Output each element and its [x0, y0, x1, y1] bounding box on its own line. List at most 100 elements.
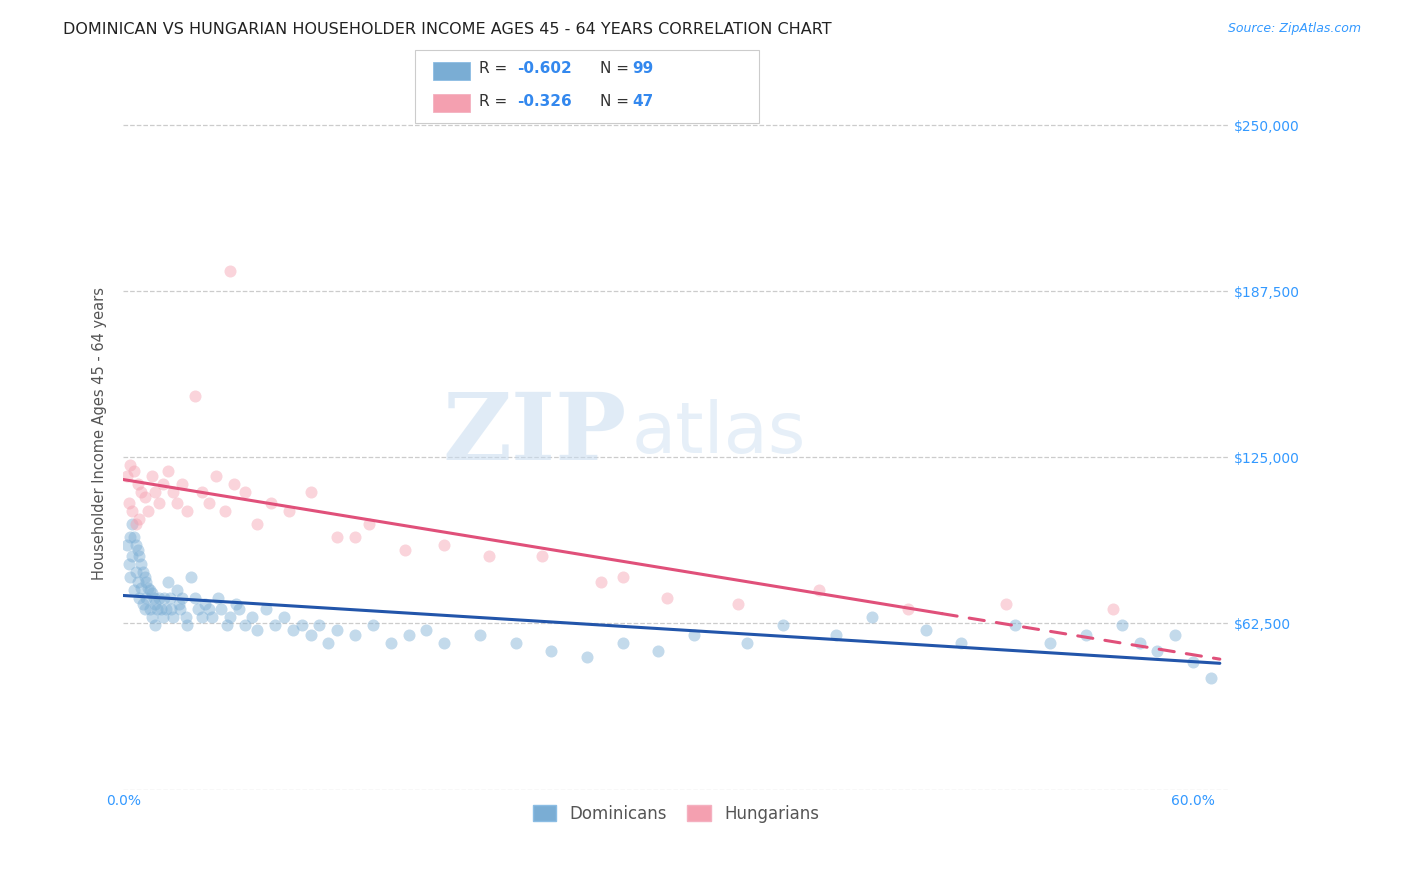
Point: [198, 495, 221, 509]
Point: [115, 538, 138, 552]
Point: [215, 617, 238, 632]
Text: R =: R =: [479, 62, 513, 77]
Point: [149, 602, 172, 616]
Point: [145, 617, 167, 632]
Text: -0.326: -0.326: [517, 94, 572, 109]
Point: [1182, 655, 1205, 669]
Text: -0.602: -0.602: [517, 62, 572, 77]
Point: [136, 581, 159, 595]
Point: [540, 644, 562, 658]
Point: [139, 602, 162, 616]
Point: [1129, 636, 1152, 650]
Point: [166, 495, 188, 509]
Point: [1004, 617, 1026, 632]
Legend: Dominicans, Hungarians: Dominicans, Hungarians: [526, 798, 825, 830]
Point: [591, 575, 613, 590]
Point: [1146, 644, 1168, 658]
Point: [612, 636, 634, 650]
Point: [134, 602, 156, 616]
Point: [219, 264, 242, 278]
Text: DOMINICAN VS HUNGARIAN HOUSEHOLDER INCOME AGES 45 - 64 YEARS CORRELATION CHART: DOMINICAN VS HUNGARIAN HOUSEHOLDER INCOM…: [63, 22, 832, 37]
Point: [134, 570, 156, 584]
Point: [120, 530, 142, 544]
Point: [198, 602, 221, 616]
Point: [166, 583, 188, 598]
Point: [994, 597, 1017, 611]
Point: [118, 557, 141, 571]
Point: [152, 477, 174, 491]
Point: [380, 636, 402, 650]
Point: [120, 458, 142, 473]
Point: [1039, 636, 1062, 650]
Point: [127, 477, 149, 491]
Point: [129, 485, 152, 500]
Point: [772, 617, 794, 632]
Point: [478, 549, 501, 563]
Point: [139, 583, 162, 598]
Point: [326, 530, 349, 544]
Point: [575, 649, 598, 664]
Point: [155, 602, 177, 616]
Point: [361, 617, 384, 632]
Point: [433, 538, 456, 552]
Point: [263, 617, 285, 632]
Text: ZIP: ZIP: [441, 389, 626, 478]
Point: [1199, 671, 1222, 685]
Point: [950, 636, 973, 650]
Point: [141, 610, 163, 624]
Text: R =: R =: [479, 94, 513, 109]
Point: [225, 597, 247, 611]
Point: [141, 586, 163, 600]
Point: [291, 617, 314, 632]
Point: [159, 591, 181, 606]
Point: [415, 623, 437, 637]
Text: N =: N =: [600, 62, 634, 77]
Point: [344, 530, 367, 544]
Point: [209, 602, 232, 616]
Point: [121, 503, 143, 517]
Point: [254, 602, 277, 616]
Point: [153, 591, 176, 606]
Point: [180, 570, 202, 584]
Point: [127, 543, 149, 558]
Point: [278, 503, 301, 517]
Point: [655, 591, 678, 606]
Point: [135, 575, 157, 590]
Point: [136, 503, 159, 517]
Point: [156, 575, 179, 590]
Point: [326, 623, 349, 637]
Point: [299, 485, 322, 500]
Point: [122, 583, 145, 598]
Point: [132, 565, 155, 579]
Point: [647, 644, 669, 658]
Point: [134, 490, 156, 504]
Point: [148, 495, 170, 509]
Point: [807, 583, 830, 598]
Point: [682, 628, 704, 642]
Point: [141, 469, 163, 483]
Point: [308, 617, 330, 632]
Point: [860, 610, 883, 624]
Point: [156, 464, 179, 478]
Point: [122, 530, 145, 544]
Point: [162, 610, 184, 624]
Point: [167, 597, 190, 611]
Point: [174, 610, 197, 624]
Point: [162, 485, 184, 500]
Text: N =: N =: [600, 94, 634, 109]
Point: [190, 485, 212, 500]
Point: [172, 477, 194, 491]
Point: [219, 610, 242, 624]
Point: [121, 549, 143, 563]
Point: [1111, 617, 1133, 632]
Point: [207, 591, 229, 606]
Point: [145, 597, 167, 611]
Point: [176, 617, 198, 632]
Point: [214, 503, 236, 517]
Point: [260, 495, 283, 509]
Point: [398, 628, 420, 642]
Point: [228, 602, 250, 616]
Point: [468, 628, 491, 642]
Point: [394, 543, 416, 558]
Point: [1074, 628, 1097, 642]
